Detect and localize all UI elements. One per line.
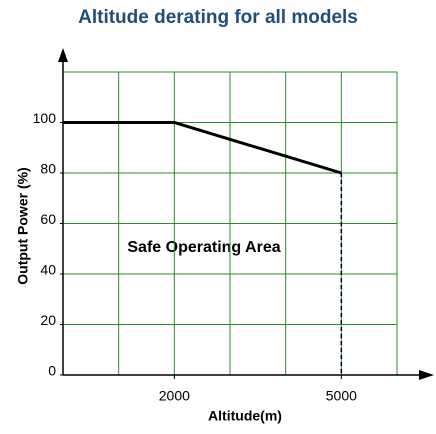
x-tick-label: 2000 [159,388,190,404]
y-axis-label: Output Power (%) [15,167,31,284]
chart-title: Altitude derating for all models [78,7,358,28]
x-axis-label: Altitude(m) [208,408,282,424]
x-axis-arrow [419,370,434,380]
y-tick-label: 100 [33,110,57,126]
data-line [63,121,342,175]
y-tick-label: 0 [48,363,56,379]
y-tick-label: 60 [40,211,56,227]
y-tick-label: 40 [40,262,56,278]
y-axis-arrow [58,48,68,62]
y-tick-label: 80 [40,161,56,177]
y-tick-label: 20 [40,312,56,328]
x-tick-label: 5000 [326,388,357,404]
annotation: Safe Operating Area [127,239,280,256]
